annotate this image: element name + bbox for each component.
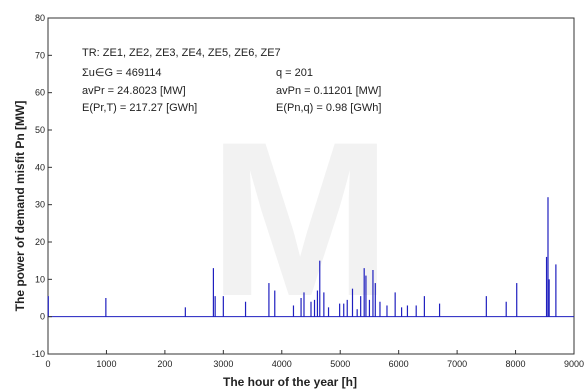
annotation-eprt: E(Pr,T) = 217.27 [GWh] (82, 102, 197, 114)
annotation-sum: Σu∈G = 469114 (82, 67, 161, 79)
y-tick-label: 60 (35, 88, 45, 98)
annotation-avpr: avPr = 24.8023 [MW] (82, 85, 186, 97)
x-tick-label: 0 (45, 359, 50, 369)
y-tick-label: 20 (35, 237, 45, 247)
x-tick-label: 6000 (389, 359, 409, 369)
x-tick-label: 8000 (506, 359, 526, 369)
y-tick-label: 10 (35, 274, 45, 284)
annotation-tr: TR: ZE1, ZE2, ZE3, ZE4, ZE5, ZE6, ZE7 (82, 47, 281, 59)
y-axis-ticks: -10 0 10 20 30 40 50 60 70 80 (32, 13, 52, 359)
x-axis-label: The hour of the year [h] (223, 375, 357, 389)
y-tick-label: 0 (40, 312, 45, 322)
y-axis-label: The power of demand misfit Pn [MW] (13, 101, 27, 312)
x-tick-label: 3000 (213, 359, 233, 369)
series-spikes (47, 197, 557, 317)
annotation-q: q = 201 (276, 67, 313, 79)
x-tick-label: 200 (157, 359, 172, 369)
x-tick-label: 7000 (447, 359, 467, 369)
x-tick-label: 9000 (564, 359, 584, 369)
y-tick-label: 40 (35, 162, 45, 172)
plot-frame (47, 17, 575, 355)
y-tick-label: 70 (35, 50, 45, 60)
y-tick-label: 30 (35, 200, 45, 210)
y-tick-label: 80 (35, 13, 45, 23)
x-tick-label: 1000 (96, 359, 116, 369)
x-axis-ticks: 0 1000 200 3000 4000 5000 6000 7000 8000 9000 (45, 350, 584, 369)
y-tick-label: -10 (32, 349, 45, 359)
annotation-box: TR: ZE1, ZE2, ZE3, ZE4, ZE5, ZE6, ZE7 Σu… (82, 47, 381, 114)
x-tick-label: 4000 (272, 359, 292, 369)
y-tick-label: 50 (35, 125, 45, 135)
annotation-avpn: avPn = 0.11201 [MW] (276, 85, 381, 97)
annotation-epnq: E(Pn,q) = 0.98 [GWh] (276, 102, 381, 114)
x-tick-label: 5000 (330, 359, 350, 369)
